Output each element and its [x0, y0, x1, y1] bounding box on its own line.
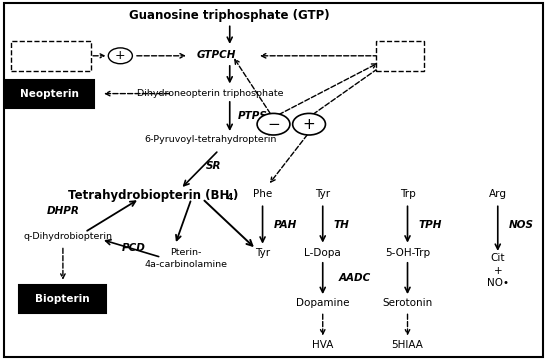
Text: TH: TH	[334, 220, 350, 230]
Text: Dopamine: Dopamine	[296, 298, 350, 308]
Text: PAH: PAH	[274, 220, 297, 230]
Text: PTPS: PTPS	[238, 111, 268, 121]
FancyBboxPatch shape	[19, 285, 106, 313]
Text: +: +	[302, 117, 316, 132]
Text: +: +	[115, 49, 126, 62]
Text: q-Dihydrobiopterin: q-Dihydrobiopterin	[24, 233, 113, 241]
Text: Cit
+
NO•: Cit + NO•	[487, 253, 509, 288]
Text: Phe: Phe	[253, 189, 272, 199]
Text: ): )	[232, 189, 238, 202]
Text: Arg: Arg	[489, 189, 507, 199]
Text: Dihydroneopterin triphosphate: Dihydroneopterin triphosphate	[137, 89, 284, 98]
Text: Serotonin: Serotonin	[382, 298, 433, 308]
Text: Neopterin: Neopterin	[20, 89, 79, 99]
Text: Tetrahydrobiopterin (BH: Tetrahydrobiopterin (BH	[68, 189, 230, 202]
Text: Biopterin: Biopterin	[35, 294, 90, 304]
Text: HVA: HVA	[312, 340, 334, 350]
Text: PCD: PCD	[122, 243, 146, 253]
Text: −: −	[267, 117, 280, 132]
Text: SR: SR	[206, 161, 222, 171]
FancyBboxPatch shape	[376, 41, 424, 71]
Text: 5-OH-Trp: 5-OH-Trp	[385, 248, 430, 258]
Text: NOS: NOS	[509, 220, 534, 230]
Circle shape	[257, 113, 290, 135]
Text: 4: 4	[226, 193, 233, 202]
Circle shape	[108, 48, 132, 64]
Text: TPH: TPH	[418, 220, 442, 230]
Text: Pterin-
4a-carbinolamine: Pterin- 4a-carbinolamine	[144, 248, 228, 269]
Text: DHPR: DHPR	[46, 206, 79, 216]
Text: Tyr: Tyr	[255, 248, 270, 258]
FancyBboxPatch shape	[5, 80, 94, 108]
Text: 6-Pyruvoyl-tetrahydropterin: 6-Pyruvoyl-tetrahydropterin	[144, 135, 277, 144]
Text: Guanosine triphosphate (GTP): Guanosine triphosphate (GTP)	[130, 9, 330, 22]
Circle shape	[293, 113, 325, 135]
Text: L-Dopa: L-Dopa	[304, 248, 341, 258]
Text: Tyr: Tyr	[315, 189, 330, 199]
Text: Trp: Trp	[400, 189, 415, 199]
Text: GTPCH: GTPCH	[196, 50, 236, 60]
Text: IFN-γ/TNF-α: IFN-γ/TNF-α	[24, 51, 78, 60]
Text: AADC: AADC	[339, 273, 371, 283]
Text: GFRP: GFRP	[385, 51, 416, 61]
FancyBboxPatch shape	[11, 41, 91, 71]
Text: 5HIAA: 5HIAA	[392, 340, 423, 350]
